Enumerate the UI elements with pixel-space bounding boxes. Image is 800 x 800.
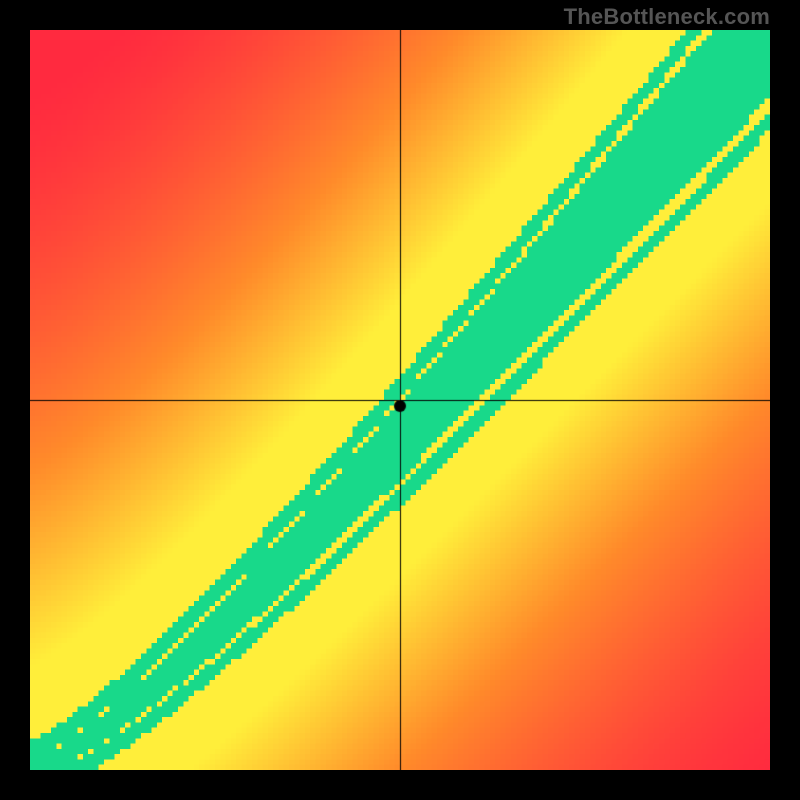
chart-container: TheBottleneck.com <box>0 0 800 800</box>
crosshair-overlay <box>30 30 770 770</box>
watermark-text: TheBottleneck.com <box>564 4 770 30</box>
